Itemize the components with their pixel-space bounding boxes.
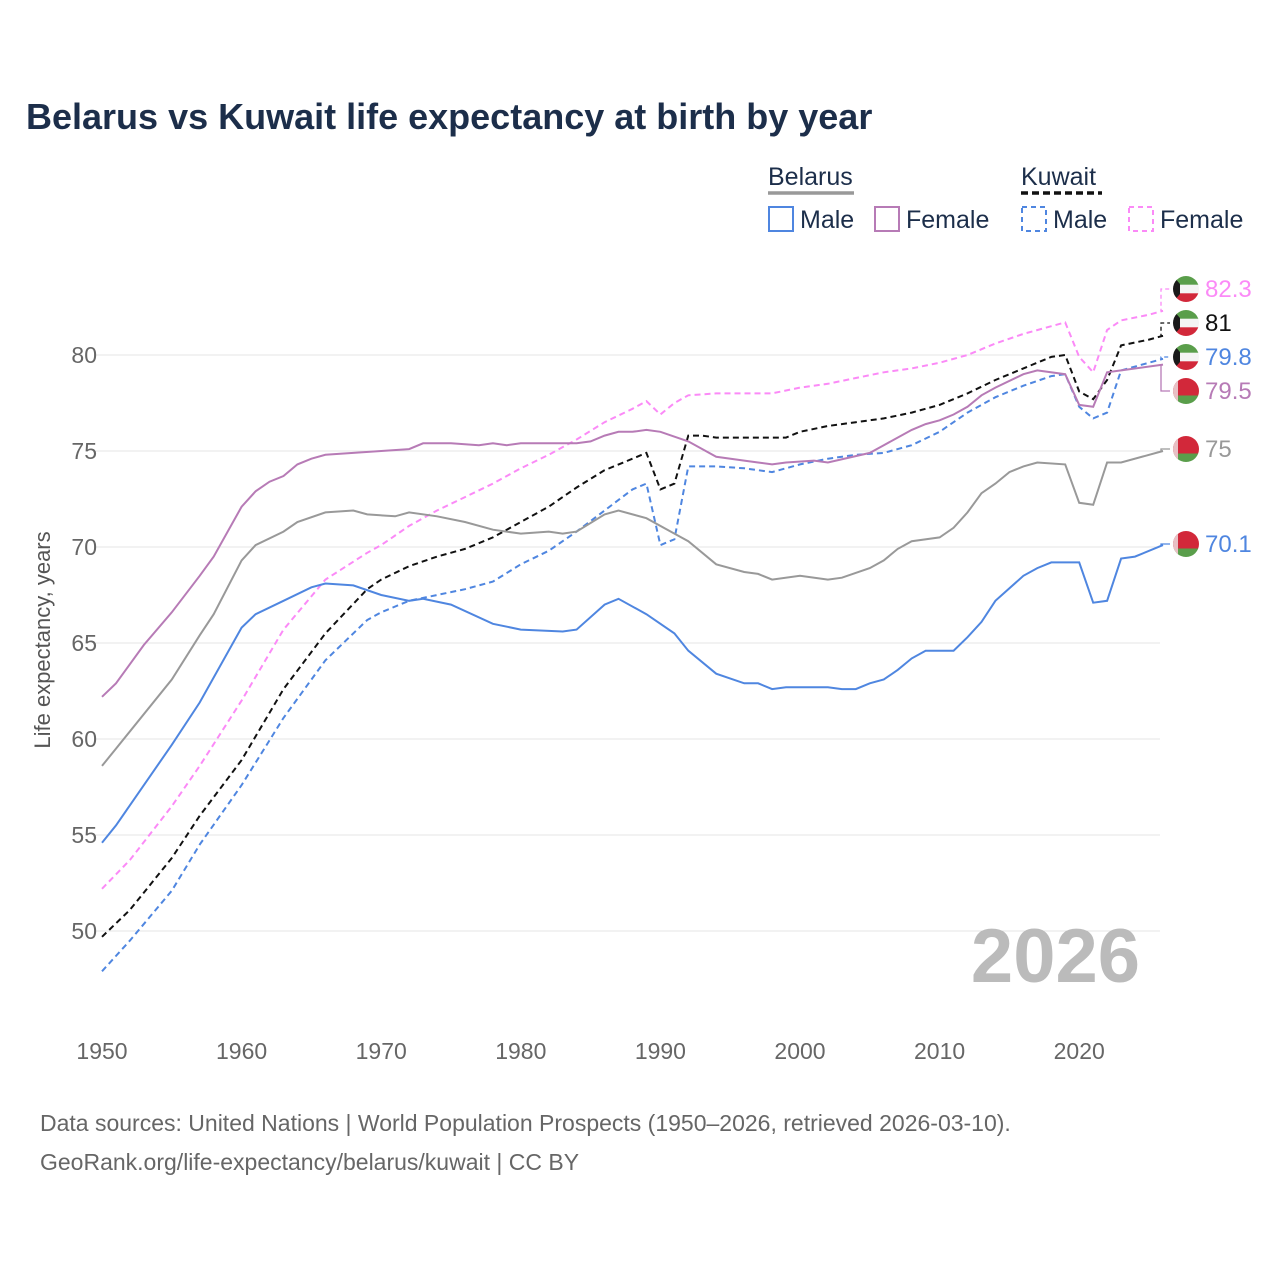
leader-line <box>1160 363 1170 392</box>
series-line-belarus-female <box>101 363 1164 698</box>
legend-group-belarus: Belarus <box>768 163 853 191</box>
y-axis-label: Life expectancy, years <box>30 531 55 748</box>
legend-belarus-male-swatch <box>768 206 794 232</box>
series-lines <box>101 309 1164 972</box>
legend-group-kuwait: Kuwait <box>1021 163 1096 191</box>
leader-line <box>1160 543 1170 546</box>
flag-stripe <box>1173 293 1199 302</box>
legend-kuwait-male-swatch <box>1021 206 1047 232</box>
y-tick-label: 50 <box>71 918 97 944</box>
leader-line <box>1160 288 1170 312</box>
source-line: Data sources: United Nations | World Pop… <box>40 1110 1011 1136</box>
legend-belarus-male: Male <box>800 206 854 234</box>
flag-trapezoid <box>1173 276 1180 302</box>
flag-stripe <box>1173 361 1199 370</box>
y-axis: 50 55 60 65 70 75 80 <box>71 342 97 944</box>
series-line-kuwait-total <box>101 334 1164 938</box>
belarus-flag-icon <box>1173 378 1199 404</box>
leader-line <box>1160 448 1170 452</box>
legend-belarus-female: Female <box>906 206 989 234</box>
flag-ornament <box>1173 436 1178 462</box>
x-axis: 1950 1960 1970 1980 1990 2000 2010 2020 <box>76 1038 1104 1064</box>
flag-stripe <box>1173 436 1199 454</box>
x-tick-label: 1980 <box>495 1038 546 1064</box>
flag-trapezoid <box>1173 310 1180 336</box>
end-label: 81 <box>1205 310 1232 337</box>
legend: Belarus Kuwait Male Female Male Female <box>768 163 1243 234</box>
end-label: 70.1 <box>1205 531 1252 558</box>
flag-ornament <box>1173 378 1178 404</box>
belarus-flag-icon <box>1173 436 1199 462</box>
end-label: 75 <box>1205 436 1232 463</box>
x-tick-label: 1990 <box>635 1038 686 1064</box>
flag-stripe <box>1173 327 1199 336</box>
flag-stripe <box>1173 378 1199 396</box>
leader-line <box>1160 356 1170 360</box>
leader-line <box>1160 322 1170 337</box>
y-tick-label: 70 <box>71 534 97 560</box>
chart-title: Belarus vs Kuwait life expectancy at bir… <box>26 96 872 137</box>
x-tick-label: 1970 <box>356 1038 407 1064</box>
grid <box>95 354 1160 932</box>
legend-kuwait-female: Female <box>1160 206 1243 234</box>
legend-kuwait-female-swatch <box>1128 206 1154 232</box>
x-tick-label: 2020 <box>1054 1038 1105 1064</box>
flag-stripe <box>1173 310 1199 319</box>
kuwait-flag-icon <box>1173 310 1199 336</box>
flag-stripe <box>1173 548 1199 557</box>
x-tick-label: 2000 <box>774 1038 825 1064</box>
flag-stripe <box>1173 284 1199 294</box>
series-line-belarus-total <box>101 450 1164 767</box>
y-tick-label: 60 <box>71 726 97 752</box>
flag-ornament <box>1173 531 1178 557</box>
y-tick-label: 65 <box>71 630 97 656</box>
legend-belarus-female-swatch <box>874 206 900 232</box>
flag-stripe <box>1173 395 1199 404</box>
end-label: 82.3 <box>1205 276 1252 303</box>
end-label: 79.8 <box>1205 344 1252 371</box>
x-tick-label: 2010 <box>914 1038 965 1064</box>
belarus-flag-icon <box>1173 531 1199 557</box>
kuwait-flag-icon <box>1173 276 1199 302</box>
legend-kuwait-male: Male <box>1053 206 1107 234</box>
kuwait-flag-icon <box>1173 344 1199 370</box>
series-line-belarus-male <box>101 544 1164 844</box>
flag-stripe <box>1173 352 1199 362</box>
series-line-kuwait-male <box>101 357 1164 972</box>
flag-stripe <box>1173 318 1199 328</box>
flag-trapezoid <box>1173 344 1180 370</box>
flag-stripe <box>1173 453 1199 462</box>
series-line-kuwait-female <box>101 309 1164 890</box>
x-tick-label: 1960 <box>216 1038 267 1064</box>
flag-stripe <box>1173 531 1199 549</box>
year-annotation: 2026 <box>971 914 1140 999</box>
y-tick-label: 75 <box>71 438 97 464</box>
end-label: 79.5 <box>1205 378 1252 405</box>
y-tick-label: 80 <box>71 342 97 368</box>
y-tick-label: 55 <box>71 822 97 848</box>
x-tick-label: 1950 <box>76 1038 127 1064</box>
flag-stripe <box>1173 276 1199 285</box>
source-url: GeoRank.org/life-expectancy/belarus/kuwa… <box>40 1149 579 1175</box>
end-labels: 82.3 81 79.8 79.5 75 70.1 <box>1160 276 1252 558</box>
flag-stripe <box>1173 344 1199 353</box>
